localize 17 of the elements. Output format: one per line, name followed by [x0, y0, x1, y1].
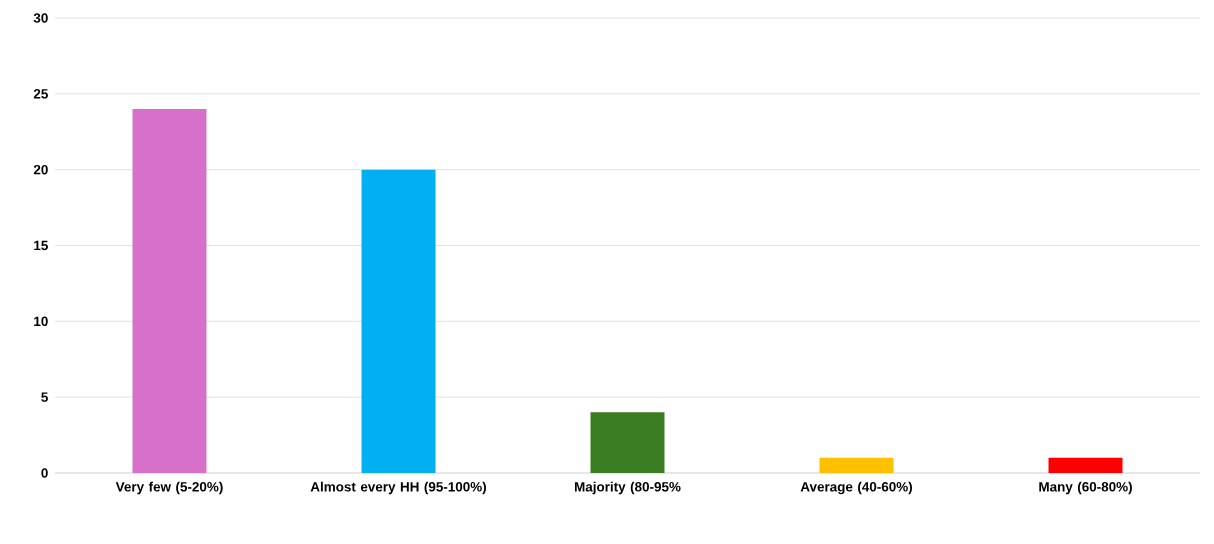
bar [361, 169, 436, 473]
y-tick-label: 5 [41, 392, 48, 402]
y-tick-label: 10 [34, 316, 48, 327]
y-tick-label: 30 [33, 13, 48, 23]
x-tick-label: Almost every HH (95-100%) [310, 481, 486, 495]
bar [132, 109, 207, 473]
bar [819, 457, 894, 473]
x-tick-label: Very few (5-20%) [115, 481, 223, 495]
x-tick-label: Majority (80-95% [574, 481, 681, 495]
y-tick-label: 0 [41, 468, 48, 478]
y-tick-label: 15 [34, 240, 48, 251]
bar [590, 412, 665, 473]
x-tick-label: Average (40-60%) [800, 481, 913, 495]
y-tick-label: 25 [33, 89, 48, 99]
bar [1048, 457, 1123, 473]
y-tick-label: 20 [33, 164, 48, 175]
x-tick-label: Many (60-80%) [1039, 481, 1132, 495]
